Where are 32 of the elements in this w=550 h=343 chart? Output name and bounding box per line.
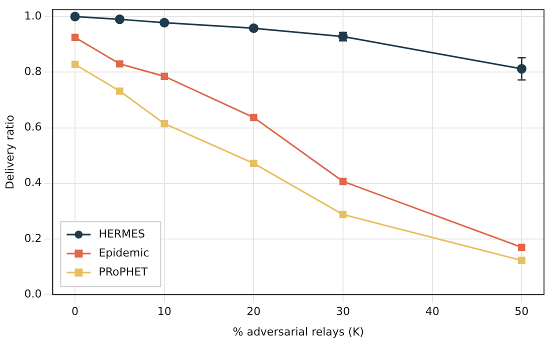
- point: [339, 210, 347, 218]
- x-tick-label: 40: [425, 305, 440, 318]
- point: [160, 18, 170, 28]
- x-tick-label: 30: [336, 305, 350, 318]
- x-tick-label: 0: [72, 305, 79, 318]
- point: [160, 72, 168, 80]
- y-tick-label: 0.0: [24, 287, 42, 300]
- point: [71, 34, 79, 42]
- y-tick-label: 0.8: [24, 65, 42, 78]
- point: [518, 244, 526, 251]
- y-tick-label: 0.2: [24, 232, 42, 245]
- point: [116, 87, 124, 95]
- point: [250, 114, 258, 122]
- x-tick-label: 10: [157, 305, 172, 318]
- y-tick-label: 1.0: [24, 9, 42, 22]
- x-tick-label: 50: [514, 305, 529, 318]
- point: [518, 256, 526, 264]
- point: [160, 120, 168, 128]
- point: [114, 14, 124, 24]
- y-tick-label: 0.6: [24, 120, 42, 134]
- y-axis-title: Delivery ratio: [3, 114, 16, 190]
- point: [71, 60, 79, 68]
- x-tick-label: 20: [246, 305, 261, 318]
- y-tick-label: 0.4: [24, 176, 42, 190]
- legend-label: Epidemic: [98, 246, 150, 260]
- legend-label: HERMES: [98, 227, 145, 240]
- legend-label: PRoPHET: [98, 265, 148, 278]
- point: [116, 60, 124, 68]
- point: [250, 160, 258, 167]
- point: [339, 178, 347, 186]
- x-axis-title: % adversarial relays (K): [232, 325, 364, 338]
- point: [70, 12, 80, 22]
